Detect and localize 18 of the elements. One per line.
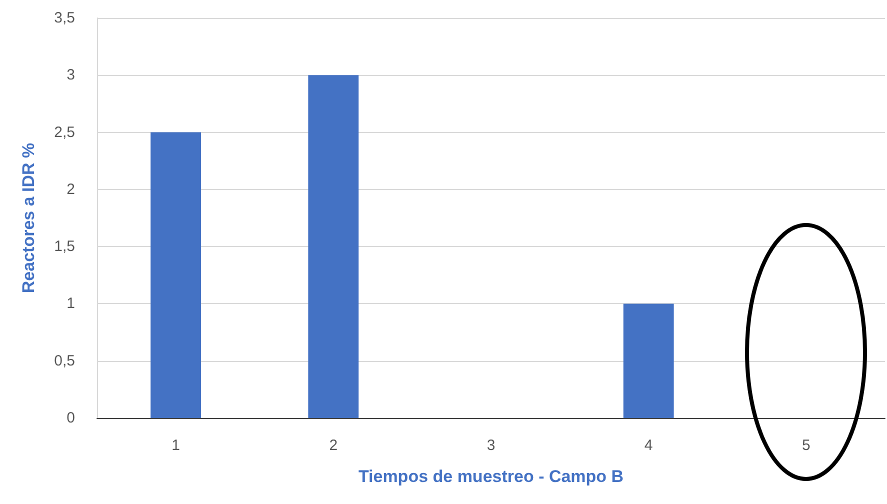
y-axis-title: Reactores a IDR %: [19, 142, 38, 294]
x-tick-label: 3: [486, 437, 496, 454]
bar: [308, 75, 359, 418]
x-tick-label: 1: [172, 437, 180, 454]
bar: [150, 132, 202, 418]
y-tick-label: 2,5: [54, 124, 75, 141]
y-tick-label: 1,5: [54, 238, 75, 256]
x-tick-label: 2: [329, 437, 338, 454]
x-axis-title: Tiempos de muestreo - Campo B: [358, 467, 624, 486]
y-tick-label: 0: [66, 410, 75, 426]
y-tick-label: 3: [66, 66, 75, 84]
x-tick-label: 5: [802, 437, 810, 454]
y-tick-label: 1: [66, 295, 75, 312]
y-tick-label: 3,5: [54, 10, 75, 26]
x-tick-label: 4: [644, 437, 653, 454]
y-tick-label: 2: [66, 180, 75, 198]
bar: [623, 304, 674, 418]
y-tick-label: 0,5: [54, 352, 75, 370]
